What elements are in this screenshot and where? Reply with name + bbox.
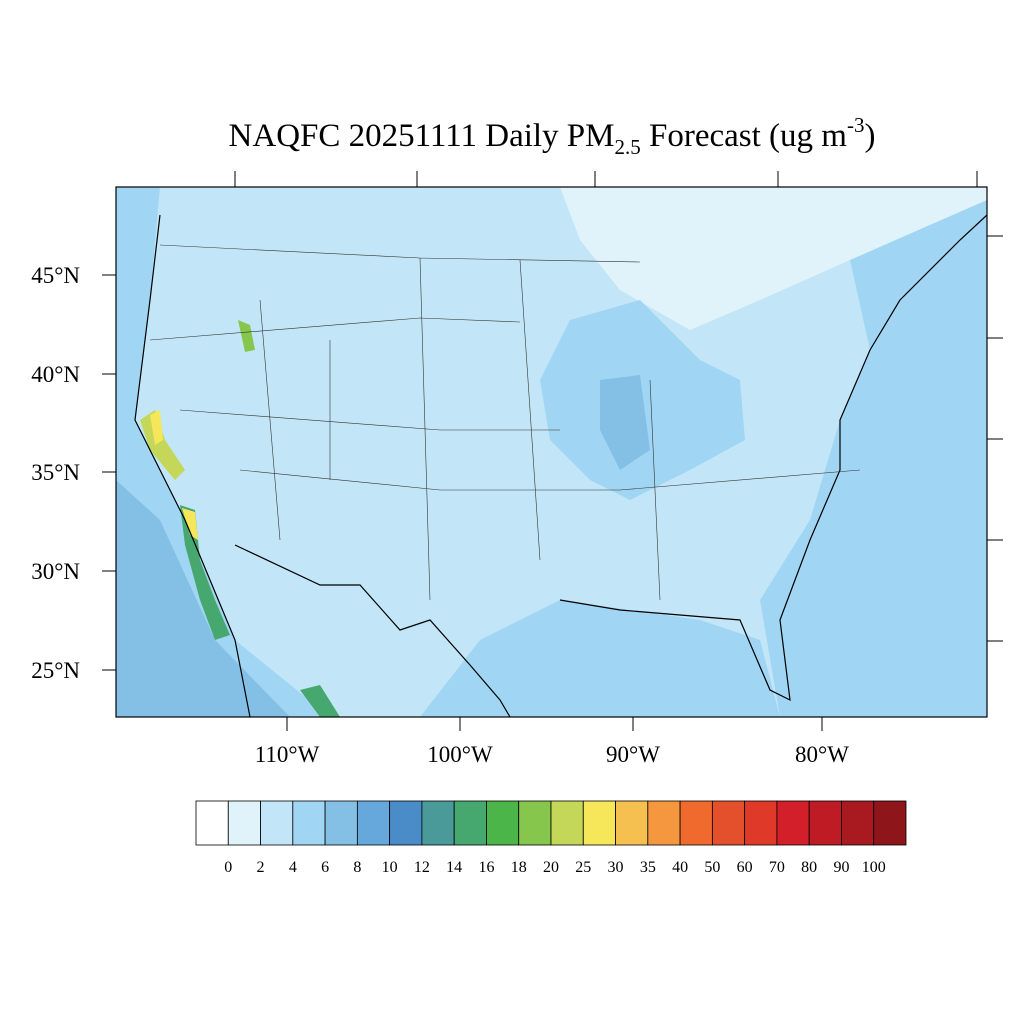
lat-label: 35°N [31, 460, 80, 485]
colorbar-box [615, 800, 649, 846]
map-frame [115, 186, 988, 718]
atlantic [760, 200, 987, 717]
colorbar-label: 0 [224, 859, 232, 876]
colorbar-label: 14 [446, 859, 462, 876]
colorbar-label: 50 [704, 859, 720, 876]
light-region [560, 187, 987, 330]
colorbar-box [776, 800, 810, 846]
lat-label: 45°N [31, 263, 80, 288]
colorbar-label: 12 [414, 859, 430, 876]
colorbar-box [647, 800, 681, 846]
idaho-spot [238, 320, 255, 352]
colorbar-label: 90 [833, 859, 849, 876]
colorbar-box [195, 800, 229, 846]
colorbar-label: 10 [382, 859, 398, 876]
colorbar-box [356, 800, 391, 846]
coastline [134, 214, 988, 718]
lon-label: 80°W [795, 742, 849, 767]
lat-label: 25°N [31, 658, 80, 683]
colorbar-label: 30 [608, 859, 624, 876]
colorbar-box [389, 800, 423, 846]
colorbar-label: 40 [672, 859, 688, 876]
colorbar-box [841, 800, 875, 846]
colorbar-label: 70 [769, 859, 785, 876]
colorbar-label: 8 [353, 859, 361, 876]
lon-label: 100°W [427, 742, 493, 767]
title-mid: Forecast (ug m [641, 118, 848, 154]
colorbar-box [518, 800, 552, 846]
colorbar-label: 4 [289, 859, 297, 876]
colorbar-box [873, 800, 907, 846]
title-main: NAQFC 20251111 Daily PM [229, 118, 615, 154]
colorbar-box [808, 800, 842, 846]
colorbar-box [744, 800, 778, 846]
colorbar-label: 20 [543, 859, 559, 876]
map [115, 186, 988, 718]
illinois [600, 375, 650, 470]
colorbar-box [711, 800, 746, 846]
colorbar-label: 60 [737, 859, 753, 876]
state-borders [149, 244, 861, 601]
colorbar-box [582, 800, 616, 846]
la-hotspot [182, 508, 198, 540]
title-end: ) [864, 118, 875, 154]
gulf [420, 600, 780, 717]
pacific-dark [116, 480, 290, 717]
colorbar-box [453, 800, 487, 846]
colorbar-box [550, 800, 584, 846]
colorbar-box [260, 800, 294, 846]
lat-label: 30°N [31, 559, 80, 584]
title-sub: 2.5 [615, 135, 641, 159]
lon-label: 110°W [255, 742, 320, 767]
colorbar-label: 100 [862, 859, 886, 876]
ca-north [140, 410, 185, 480]
colorbar-label: 80 [801, 859, 817, 876]
colorbar-label: 35 [640, 859, 656, 876]
colorbar-box [486, 800, 520, 846]
map-ticks: 45°N 40°N 35°N 30°N 25°N 110°W 100°W 90°W 80°W [31, 171, 1003, 767]
colorbar-label: 18 [511, 859, 527, 876]
title-sup: -3 [847, 113, 865, 137]
colorbar-label: 6 [321, 859, 329, 876]
colorbar-box [227, 800, 261, 846]
lat-label: 40°N [31, 362, 80, 387]
colorbar-box [292, 800, 326, 846]
colorbar-label: 16 [478, 859, 494, 876]
colorbar-label: 2 [257, 859, 265, 876]
mexico-spot [300, 685, 340, 717]
colorbar-label: 25 [575, 859, 591, 876]
lon-label: 90°W [606, 742, 660, 767]
colorbar-box [421, 800, 455, 846]
colorbar: 0 2 4 6 8 10 12 14 16 18 20 25 30 35 40 50 60 70 80 90 100 [195, 800, 907, 876]
colorbar-box [679, 800, 713, 846]
title: NAQFC 20251111 Daily PM2.5 Forecast (ug … [229, 113, 876, 159]
colorbar-box [324, 800, 358, 846]
sf-hotspot [150, 410, 163, 445]
